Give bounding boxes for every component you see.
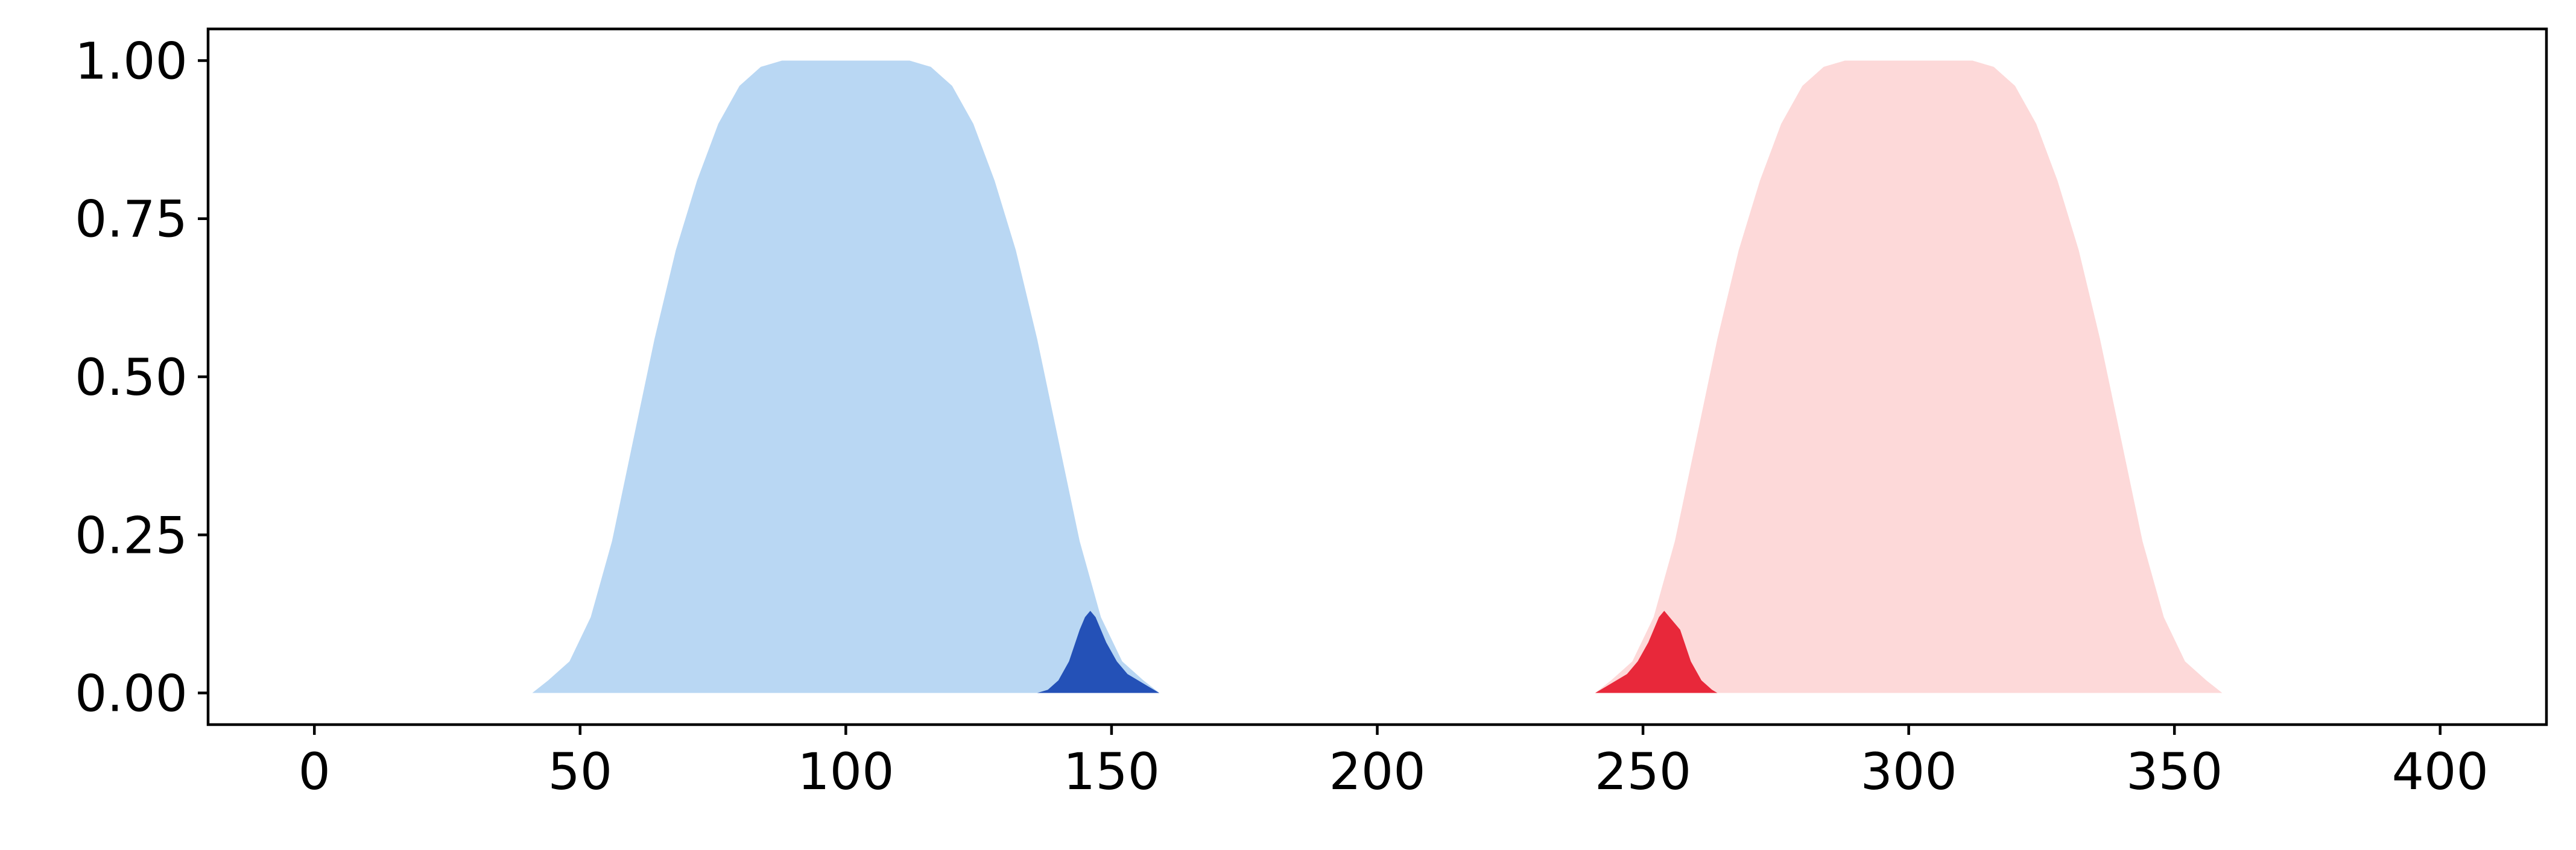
y-tick-label: 0.75 [75,190,188,249]
x-tick-label: 150 [1063,742,1160,801]
plot-frame [206,27,2548,726]
x-tick-label: 300 [1860,742,1957,801]
y-tick-label: 0.25 [75,506,188,565]
y-tick-label: 0.50 [75,348,188,407]
x-axis-ticks: 0 50 100 150 200 250 300 350 400 [299,725,2489,801]
y-tick-label: 1.00 [75,31,188,90]
area-series-4 [1595,611,1718,693]
x-tick-label: 50 [548,742,612,801]
x-tick-label: 400 [2392,742,2489,801]
x-tick-label: 100 [797,742,894,801]
x-tick-label: 350 [2126,742,2223,801]
area-series-1 [532,60,1160,693]
x-tick-label: 250 [1595,742,1691,801]
x-tick-label: 200 [1329,742,1425,801]
area-series-3 [1595,60,2223,693]
y-axis-ticks: 0.00 0.25 0.50 0.75 1.00 [75,31,208,723]
x-tick-label: 0 [299,742,331,801]
area-series-2 [1037,611,1160,693]
series-layer [532,60,2223,693]
y-tick-label: 0.00 [75,664,188,723]
